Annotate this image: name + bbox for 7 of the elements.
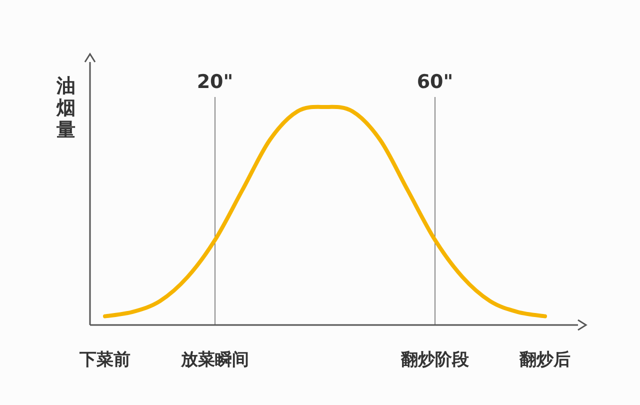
y-axis-title: 油烟量 [56,75,76,141]
x-tick-label: 翻炒阶段 [400,350,470,370]
ref-line-label: 20" [196,71,234,93]
x-tick-label: 翻炒后 [518,350,570,370]
x-tick-label: 放菜瞬间 [180,350,249,370]
x-tick-label: 下菜前 [78,350,130,370]
ref-line-label: 60" [416,71,454,93]
